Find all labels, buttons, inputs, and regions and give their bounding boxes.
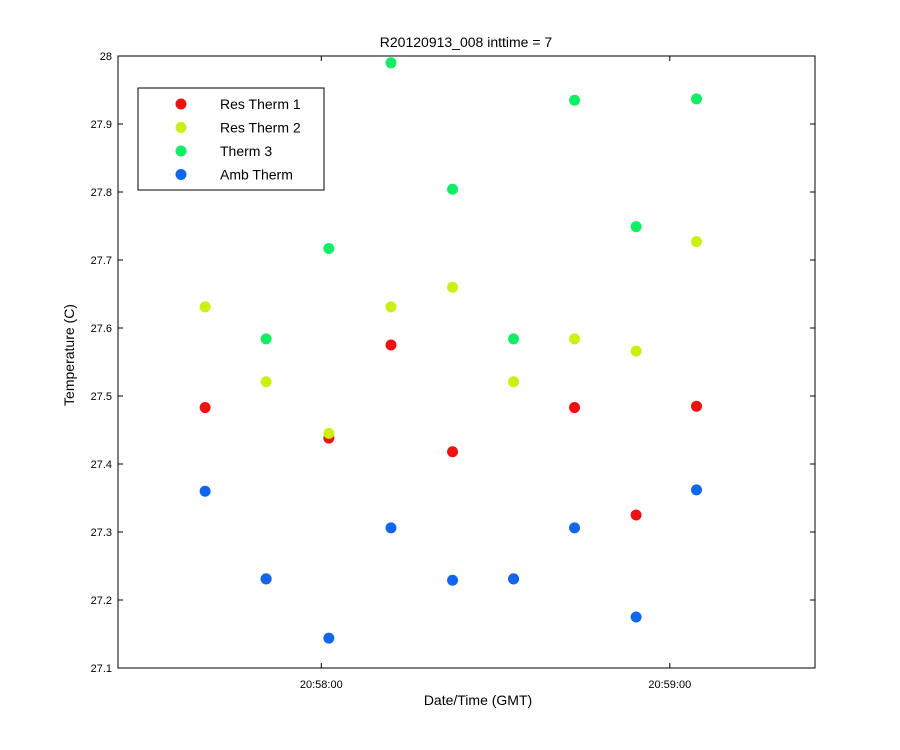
data-point xyxy=(323,632,335,644)
y-tick-label: 27.2 xyxy=(91,595,112,607)
legend-marker xyxy=(175,122,187,133)
legend: Res Therm 1 Res Therm 2 Therm 3 Amb Therm xyxy=(137,87,325,191)
data-point xyxy=(630,611,642,623)
y-tick-label: 27.6 xyxy=(91,323,112,335)
data-point xyxy=(385,301,397,313)
y-tick-label: 27.4 xyxy=(91,459,112,471)
chart-title: R20120913_008 inttime = 7 xyxy=(380,34,553,50)
data-point xyxy=(569,402,581,414)
data-point xyxy=(508,376,520,388)
data-point xyxy=(691,400,703,412)
data-point xyxy=(260,333,272,345)
legend-marker xyxy=(175,145,187,157)
series-amb-therm xyxy=(199,484,703,644)
data-point xyxy=(260,376,272,388)
y-tick-label: 27.3 xyxy=(91,527,112,539)
data-point xyxy=(630,509,642,521)
legend-label: Amb Therm xyxy=(220,167,293,183)
y-axis: 27.1 27.2 27.3 27.4 27.5 27.6 27.7 27.8 27.9 28 xyxy=(91,51,815,675)
data-point xyxy=(385,57,397,69)
data-point xyxy=(691,236,703,248)
data-point xyxy=(447,281,459,293)
data-point xyxy=(447,574,459,586)
x-tick-label: 20:58:00 xyxy=(300,679,343,691)
data-point xyxy=(508,333,520,345)
x-tick-label: 20:59:00 xyxy=(648,679,691,691)
legend-label: Therm 3 xyxy=(220,143,272,159)
legend-box xyxy=(137,87,325,191)
data-point xyxy=(323,427,335,439)
data-point xyxy=(199,402,211,414)
data-point xyxy=(447,446,459,458)
series-therm-3 xyxy=(260,57,703,345)
series-res-therm-2 xyxy=(199,236,703,439)
y-tick-label: 28 xyxy=(100,51,112,63)
data-point xyxy=(630,345,642,357)
legend-marker xyxy=(175,169,187,180)
y-tick-label: 27.8 xyxy=(91,187,112,199)
y-tick-label: 27.1 xyxy=(91,663,112,675)
data-point xyxy=(447,183,459,195)
y-tick-label: 27.5 xyxy=(91,391,112,403)
y-axis-title: Temperature (C) xyxy=(61,304,77,406)
data-point xyxy=(508,573,520,585)
data-point xyxy=(630,221,642,233)
x-axis-title: Date/Time (GMT) xyxy=(424,692,532,708)
legend-marker xyxy=(175,98,187,110)
data-point xyxy=(691,484,703,496)
data-point xyxy=(569,522,581,534)
data-point xyxy=(323,242,335,254)
legend-label: Res Therm 1 xyxy=(220,96,301,112)
data-point xyxy=(260,573,272,585)
x-axis: 20:58:00 20:59:00 xyxy=(300,56,691,691)
y-tick-label: 27.7 xyxy=(91,255,112,267)
data-points xyxy=(199,57,703,644)
data-point xyxy=(691,93,703,105)
y-tick-label: 27.9 xyxy=(91,119,112,131)
data-point xyxy=(385,522,397,534)
data-point xyxy=(385,339,397,351)
data-point xyxy=(569,333,581,345)
data-point xyxy=(199,485,211,497)
data-point xyxy=(569,94,581,106)
legend-label: Res Therm 2 xyxy=(220,120,301,136)
data-point xyxy=(199,301,211,313)
